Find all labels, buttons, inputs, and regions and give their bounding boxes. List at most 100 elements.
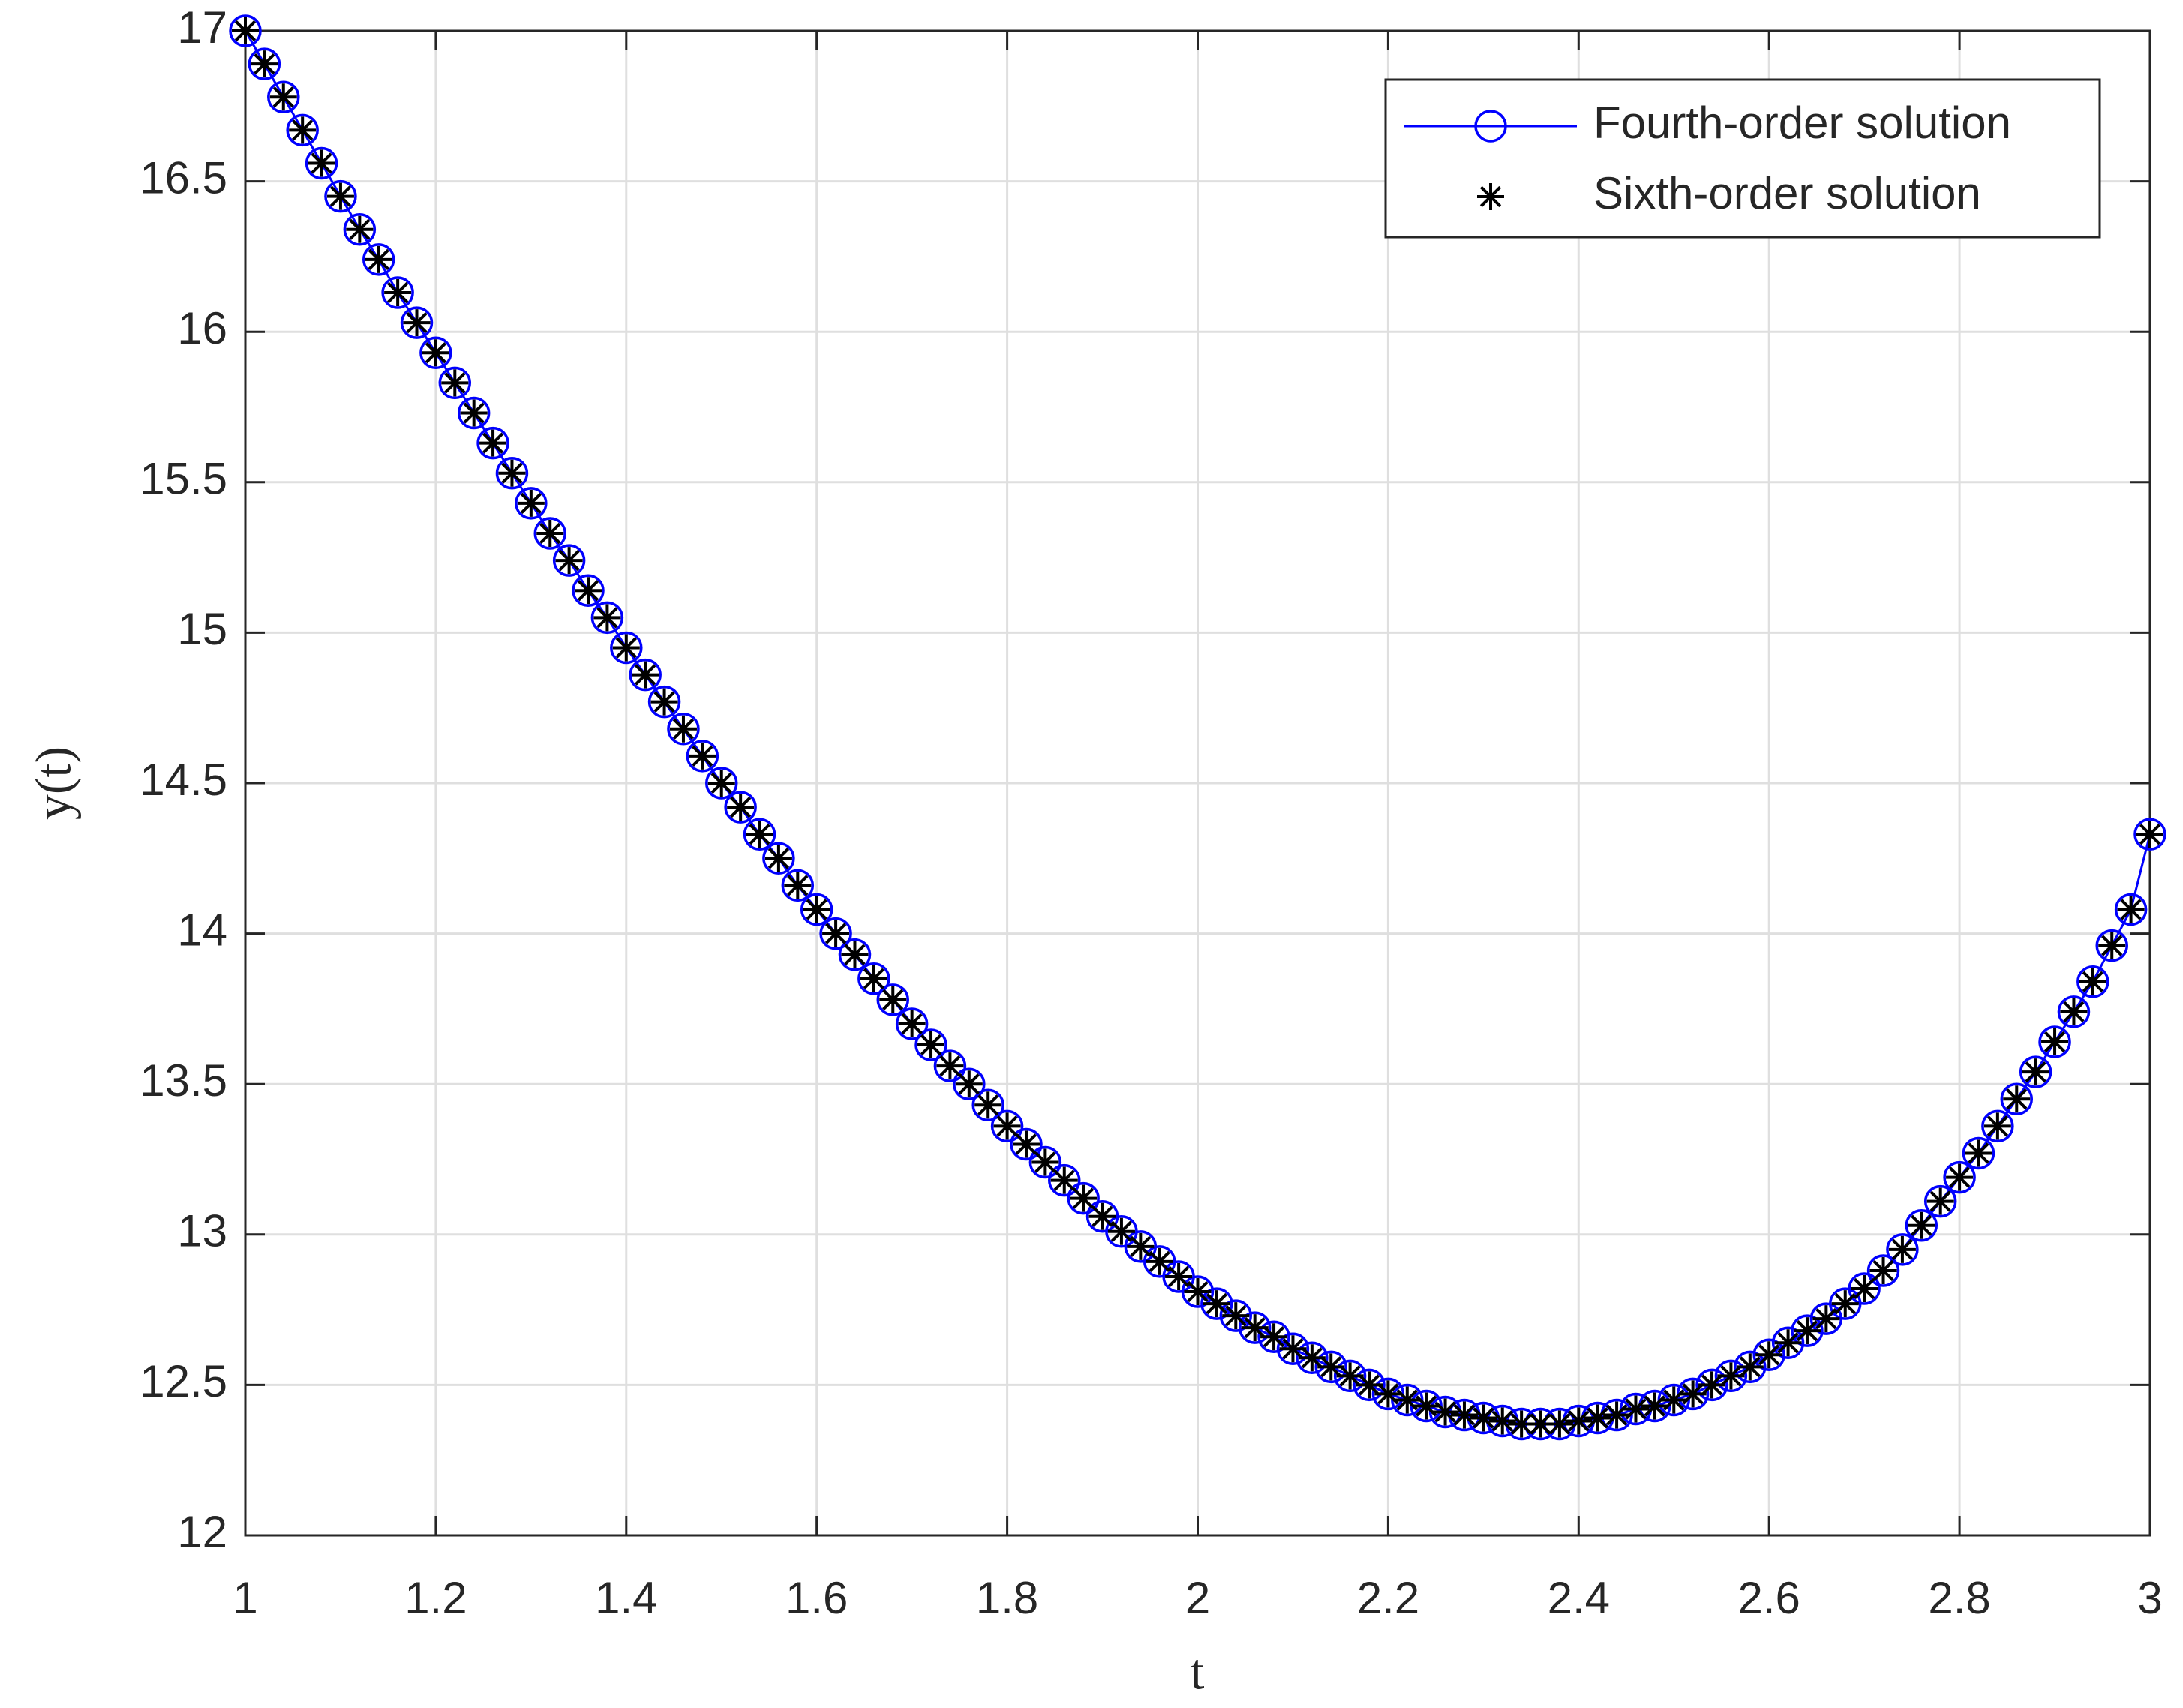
- circle-marker: [1257, 1320, 1290, 1353]
- asterisk-marker: [1356, 1371, 1383, 1399]
- asterisk-marker: [555, 547, 583, 575]
- circle-marker: [400, 306, 434, 339]
- circle-marker: [990, 1109, 1024, 1143]
- asterisk-marker: [2079, 968, 2106, 995]
- asterisk-marker: [784, 872, 812, 899]
- asterisk-marker: [1450, 1401, 1478, 1429]
- asterisk-marker: [1888, 1235, 1916, 1263]
- asterisk-marker: [1222, 1302, 1250, 1330]
- asterisk-marker: [1679, 1380, 1707, 1408]
- asterisk-marker: [1298, 1344, 1326, 1372]
- asterisk-marker: [1812, 1305, 1840, 1333]
- circle-marker: [667, 713, 700, 746]
- asterisk-marker: [612, 634, 640, 662]
- circle-marker: [229, 14, 262, 47]
- asterisk-marker: [1736, 1353, 1764, 1381]
- circle-marker: [286, 113, 319, 147]
- asterisk-marker: [1755, 1341, 1783, 1369]
- y-tick-label: 12: [177, 1507, 227, 1557]
- asterisk-marker: [536, 520, 564, 548]
- asterisk-marker: [650, 688, 678, 716]
- circle-marker: [895, 1007, 929, 1040]
- asterisk-marker: [1774, 1329, 1802, 1357]
- asterisk-marker: [1488, 1407, 1516, 1435]
- asterisk-marker: [498, 459, 526, 487]
- circle-marker: [743, 818, 776, 851]
- circle-marker: [1200, 1287, 1233, 1320]
- y-tick-label: 13.5: [140, 1055, 227, 1106]
- circle-marker: [2076, 965, 2109, 998]
- circle-marker: [590, 601, 624, 635]
- circle-marker: [1771, 1326, 1805, 1359]
- asterisk-marker: [707, 770, 735, 797]
- x-tick-label: 2.2: [1357, 1573, 1419, 1623]
- circle-marker: [343, 213, 377, 246]
- circle-marker: [2057, 995, 2091, 1028]
- legend-label: Sixth-order solution: [1593, 168, 1981, 218]
- circle-marker: [1474, 110, 1507, 143]
- circle-marker: [629, 658, 662, 692]
- asterisk-marker: [1946, 1163, 1974, 1191]
- asterisk-marker: [1622, 1395, 1650, 1423]
- asterisk-marker: [746, 821, 773, 848]
- x-tick-label: 2.6: [1737, 1573, 1800, 1623]
- asterisk-marker: [403, 309, 431, 337]
- circle-marker: [438, 366, 472, 400]
- asterisk-marker: [326, 182, 354, 210]
- asterisk-marker: [1477, 183, 1504, 210]
- circle-marker: [1028, 1145, 1062, 1179]
- y-tick-label: 15: [177, 604, 227, 654]
- asterisk-marker: [1508, 1410, 1536, 1438]
- circle-marker: [1276, 1332, 1310, 1366]
- circle-marker: [305, 146, 338, 180]
- asterisk-marker: [1965, 1139, 1992, 1167]
- circle-marker: [1238, 1311, 1272, 1344]
- asterisk-marker: [879, 986, 907, 1013]
- circle-marker: [1714, 1359, 1748, 1393]
- asterisk-marker: [1165, 1262, 1193, 1290]
- asterisk-marker: [1926, 1187, 1954, 1215]
- circle-marker: [2114, 893, 2148, 926]
- asterisk-marker: [632, 661, 659, 689]
- asterisk-marker: [822, 920, 850, 947]
- asterisk-marker: [803, 896, 830, 923]
- y-tick-label: 17: [177, 2, 227, 53]
- asterisk-marker: [1584, 1404, 1611, 1432]
- asterisk-marker: [1107, 1217, 1135, 1245]
- asterisk-marker: [1088, 1202, 1116, 1230]
- y-tick-label: 14.5: [140, 755, 227, 805]
- asterisk-marker: [1908, 1211, 1935, 1239]
- y-tick-label: 16: [177, 303, 227, 353]
- circle-marker: [800, 893, 833, 926]
- asterisk-marker: [1698, 1371, 1726, 1399]
- asterisk-marker: [1527, 1410, 1554, 1438]
- asterisk-marker: [1545, 1410, 1573, 1438]
- circle-marker: [857, 962, 890, 995]
- circle-marker: [1866, 1254, 1900, 1287]
- asterisk-marker: [2060, 998, 2088, 1025]
- asterisk-marker: [593, 604, 621, 632]
- asterisk-marker: [841, 941, 869, 968]
- asterisk-marker: [1983, 1112, 2011, 1140]
- y-axis-label: y(t): [25, 746, 82, 820]
- circle-marker: [933, 1049, 967, 1082]
- asterisk-marker: [1146, 1247, 1173, 1275]
- circle-marker: [1296, 1341, 1329, 1375]
- circle-marker: [1353, 1368, 1386, 1402]
- circle-marker: [495, 457, 529, 490]
- x-tick-label: 2: [1185, 1573, 1210, 1623]
- asterisk-marker: [1070, 1184, 1098, 1212]
- circle-marker: [1886, 1233, 1919, 1266]
- asterisk-marker: [2041, 1028, 2069, 1056]
- circle-marker: [1981, 1109, 2014, 1143]
- asterisk-marker: [251, 50, 278, 78]
- legend-box: [1384, 78, 2101, 239]
- circle-marker: [267, 80, 300, 114]
- asterisk-marker: [1050, 1166, 1078, 1194]
- asterisk-marker: [1279, 1335, 1307, 1363]
- asterisk-marker: [1413, 1392, 1440, 1420]
- y-tick-label: 14: [177, 905, 227, 955]
- x-tick-label: 1.6: [785, 1573, 848, 1623]
